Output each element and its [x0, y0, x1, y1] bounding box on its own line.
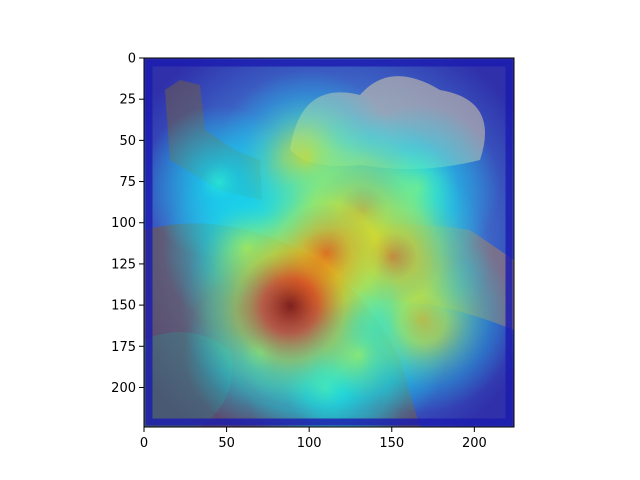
- y-axis: 0 25 50 75 100 125 150 175 200: [111, 52, 144, 396]
- x-axis: 0 50 100 150 200: [140, 427, 487, 451]
- x-tick-label: 150: [379, 436, 404, 451]
- axes-frame: [143, 57, 515, 428]
- x-tick-label: 0: [140, 436, 148, 451]
- y-tick-label: 125: [111, 257, 136, 272]
- x-tick-label: 100: [297, 436, 322, 451]
- y-tick-label: 50: [119, 134, 136, 149]
- y-tick-label: 175: [111, 340, 136, 355]
- y-tick-label: 150: [111, 299, 136, 314]
- y-tick-label: 75: [119, 175, 136, 190]
- image-grain-texture: [144, 58, 514, 427]
- y-tick-label: 0: [128, 52, 136, 67]
- image-border-band: [145, 59, 513, 426]
- x-tick-label: 200: [462, 436, 487, 451]
- y-tick-label: 100: [111, 216, 136, 231]
- y-tick-label: 200: [111, 381, 136, 396]
- x-tick-label: 50: [218, 436, 235, 451]
- plot-area: [144, 58, 514, 427]
- y-tick-label: 25: [119, 93, 136, 108]
